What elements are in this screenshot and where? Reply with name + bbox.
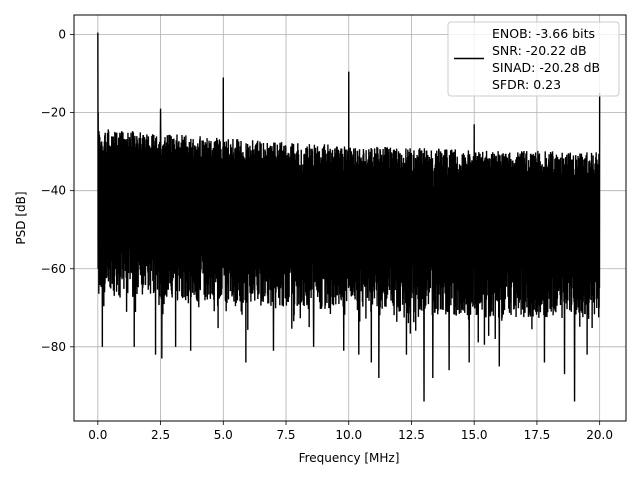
- x-tick-label: 10.0: [335, 428, 362, 442]
- legend-label: ENOB: -3.66 bits SNR: -20.22 dB SINAD: -…: [492, 26, 604, 92]
- x-tick-label: 12.5: [398, 428, 425, 442]
- axes-frame: [73, 14, 627, 422]
- y-tick-label: −20: [41, 106, 66, 120]
- x-tick-label: 15.0: [461, 428, 488, 442]
- y-axis-label: PSD [dB]: [14, 191, 28, 244]
- y-tick-label: 0: [58, 28, 66, 42]
- x-tick-label: 2.5: [151, 428, 170, 442]
- y-tick-label: −80: [41, 340, 66, 354]
- x-tick-label: 0.0: [88, 428, 107, 442]
- y-tick-label: −60: [41, 262, 66, 276]
- legend-sinad: SINAD: -20.28 dB: [492, 60, 600, 75]
- legend-sfdr: SFDR: 0.23: [492, 77, 561, 92]
- legend-enob: ENOB: -3.66 bits: [492, 26, 595, 41]
- legend-snr: SNR: -20.22 dB: [492, 43, 587, 58]
- x-tick-label: 5.0: [214, 428, 233, 442]
- y-tick-label: −40: [41, 184, 66, 198]
- x-tick-label: 20.0: [586, 428, 613, 442]
- x-tick-label: 7.5: [276, 428, 295, 442]
- psd-series-line: [97, 32, 601, 402]
- axis-ticks: 0.0 2.5 5.0 7.5 10.0 12.5 15.0 17.5 20.0 0 −20 −40 −…: [41, 28, 613, 442]
- legend-box: [447, 21, 620, 97]
- x-tick-label: 17.5: [524, 428, 551, 442]
- plot-area: [97, 32, 601, 402]
- x-axis-label: Frequency [MHz]: [299, 451, 400, 465]
- legend: ENOB: -3.66 bits SNR: -20.22 dB SINAD: -…: [447, 21, 620, 97]
